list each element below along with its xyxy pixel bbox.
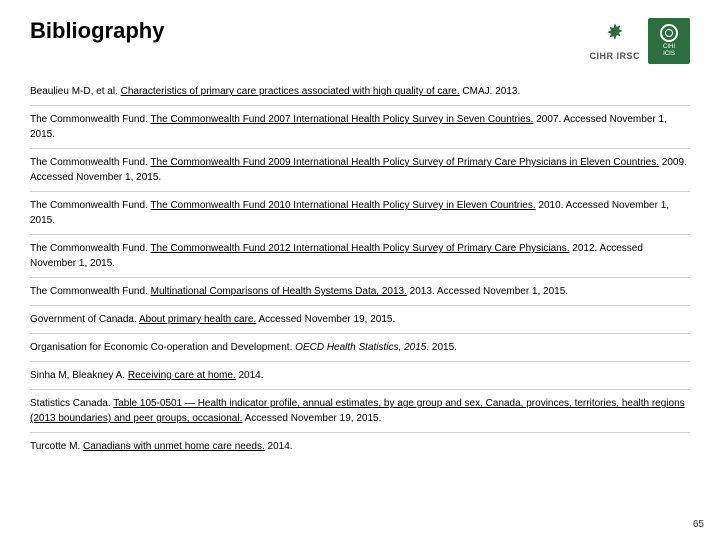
ref-prefix: The Commonwealth Fund. bbox=[30, 157, 150, 168]
ref-link[interactable]: The Commonwealth Fund 2009 International… bbox=[150, 157, 659, 168]
ref-prefix: The Commonwealth Fund. bbox=[30, 114, 150, 125]
ref-link[interactable]: The Commonwealth Fund 2007 International… bbox=[150, 114, 533, 125]
ref-prefix: Sinha M, Bleakney A. bbox=[30, 370, 128, 381]
ref-prefix: Organisation for Economic Co-operation a… bbox=[30, 342, 295, 353]
ref-suffix: 2014. bbox=[236, 370, 264, 381]
cihr-label: CIHR IRSC bbox=[589, 51, 640, 61]
ref-prefix: The Commonwealth Fund. bbox=[30, 286, 151, 297]
ref-prefix: Statistics Canada. bbox=[30, 398, 113, 409]
ref-link[interactable]: Canadians with unmet home care needs. bbox=[83, 441, 265, 452]
header: Bibliography CIHR IRSC CIHI ICIS bbox=[0, 0, 720, 72]
reference-item: Government of Canada. About primary heal… bbox=[30, 306, 690, 334]
reference-item: Sinha M, Bleakney A. Receiving care at h… bbox=[30, 362, 690, 390]
reference-item: The Commonwealth Fund. The Commonwealth … bbox=[30, 106, 690, 149]
reference-item: The Commonwealth Fund. Multinational Com… bbox=[30, 278, 690, 306]
ref-italic: OECD Health Statistics, 2015. bbox=[295, 342, 429, 353]
cihi-label-1: CIHI bbox=[663, 44, 675, 51]
reference-item: The Commonwealth Fund. The Commonwealth … bbox=[30, 149, 690, 192]
reference-item: Beaulieu M-D, et al. Characteristics of … bbox=[30, 78, 690, 106]
cihi-logo: CIHI ICIS bbox=[648, 18, 690, 64]
ref-prefix: The Commonwealth Fund. bbox=[30, 243, 150, 254]
logo-group: CIHR IRSC CIHI ICIS bbox=[589, 18, 690, 64]
ref-suffix: CMAJ. 2013. bbox=[460, 86, 521, 97]
cihi-label-2: ICIS bbox=[663, 51, 675, 58]
cihr-logo: CIHR IRSC bbox=[589, 21, 640, 61]
ref-link[interactable]: The Commonwealth Fund 2010 International… bbox=[150, 200, 535, 211]
ref-prefix: Government of Canada. bbox=[30, 314, 139, 325]
ref-link[interactable]: The Commonwealth Fund 2012 International… bbox=[150, 243, 569, 254]
reference-item: Turcotte M. Canadians with unmet home ca… bbox=[30, 433, 690, 460]
reference-item: The Commonwealth Fund. The Commonwealth … bbox=[30, 192, 690, 235]
ref-prefix: Beaulieu M-D, et al. bbox=[30, 86, 121, 97]
page-number: 65 bbox=[693, 519, 704, 530]
ref-suffix: 2013. Accessed November 1, 2015. bbox=[407, 286, 568, 297]
ref-link[interactable]: About primary health care. bbox=[139, 314, 256, 325]
ref-link[interactable]: Characteristics of primary care practice… bbox=[121, 86, 460, 97]
ref-link[interactable]: Receiving care at home. bbox=[128, 370, 236, 381]
maple-leaf-icon bbox=[601, 21, 629, 49]
reference-item: The Commonwealth Fund. The Commonwealth … bbox=[30, 235, 690, 278]
ref-prefix: Turcotte M. bbox=[30, 441, 83, 452]
ref-link[interactable]: Multinational Comparisons of Health Syst… bbox=[151, 286, 407, 297]
bibliography-list: Beaulieu M-D, et al. Characteristics of … bbox=[0, 72, 720, 460]
ref-suffix: 2015. bbox=[429, 342, 457, 353]
reference-item: Organisation for Economic Co-operation a… bbox=[30, 334, 690, 362]
ref-suffix: Accessed November 19, 2015. bbox=[256, 314, 395, 325]
cihi-icon bbox=[660, 24, 678, 42]
ref-suffix: 2014. bbox=[265, 441, 293, 452]
reference-item: Statistics Canada. Table 105-0501 — Heal… bbox=[30, 390, 690, 433]
ref-suffix: Accessed November 19, 2015. bbox=[242, 413, 381, 424]
ref-prefix: The Commonwealth Fund. bbox=[30, 200, 150, 211]
page-title: Bibliography bbox=[30, 18, 164, 44]
